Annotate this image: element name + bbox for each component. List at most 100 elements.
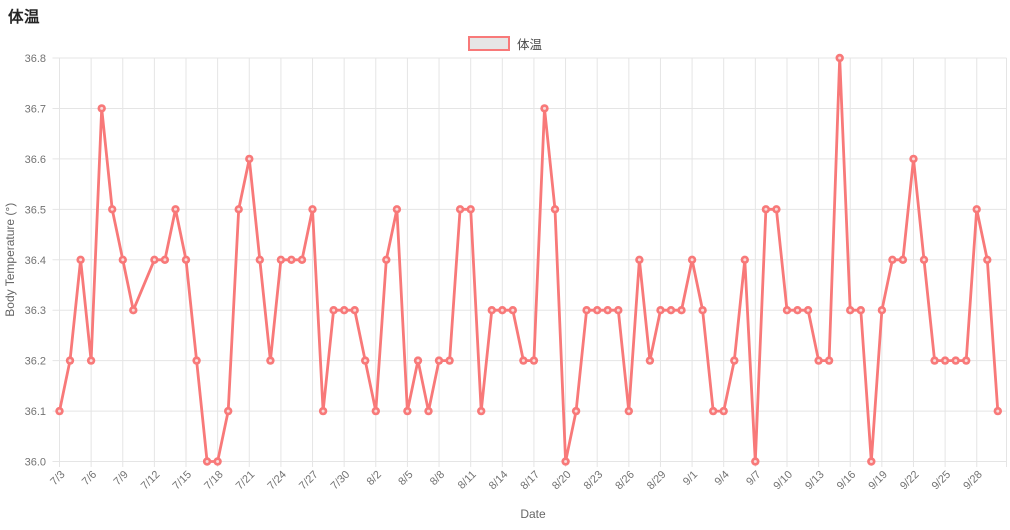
data-point[interactable]: [846, 306, 855, 315]
data-point[interactable]: [350, 306, 359, 315]
data-point[interactable]: [55, 406, 64, 416]
data-point[interactable]: [835, 53, 844, 63]
data-point-center: [479, 409, 483, 413]
data-point[interactable]: [540, 104, 549, 113]
data-point[interactable]: [171, 205, 180, 214]
data-point[interactable]: [192, 356, 201, 365]
data-point[interactable]: [361, 356, 370, 365]
data-point[interactable]: [677, 306, 686, 315]
data-point-center: [79, 258, 83, 262]
data-point[interactable]: [150, 255, 159, 264]
data-point[interactable]: [993, 406, 1002, 416]
data-point[interactable]: [761, 205, 771, 214]
data-point[interactable]: [550, 205, 560, 214]
data-point[interactable]: [202, 457, 212, 466]
data-point[interactable]: [86, 356, 96, 365]
data-point[interactable]: [951, 356, 960, 365]
data-point-center: [58, 409, 61, 413]
data-point[interactable]: [635, 255, 644, 264]
data-point[interactable]: [76, 255, 85, 264]
data-point[interactable]: [519, 356, 528, 365]
data-point[interactable]: [466, 205, 475, 214]
data-point[interactable]: [213, 457, 222, 466]
data-point[interactable]: [424, 406, 433, 416]
data-point[interactable]: [614, 306, 623, 315]
data-point[interactable]: [266, 356, 275, 365]
data-point-center: [838, 56, 842, 60]
data-point[interactable]: [656, 306, 665, 315]
data-point[interactable]: [245, 154, 254, 164]
data-point[interactable]: [709, 406, 718, 416]
data-point[interactable]: [498, 306, 507, 315]
data-point[interactable]: [898, 255, 908, 264]
data-point[interactable]: [561, 457, 570, 466]
data-point[interactable]: [224, 406, 233, 416]
data-point[interactable]: [888, 255, 897, 264]
data-point[interactable]: [340, 306, 349, 315]
data-point[interactable]: [972, 205, 981, 214]
data-point[interactable]: [455, 205, 465, 214]
data-point[interactable]: [371, 406, 380, 416]
data-point[interactable]: [118, 255, 128, 264]
data-point[interactable]: [782, 306, 792, 315]
data-point[interactable]: [392, 205, 402, 214]
data-point[interactable]: [276, 255, 286, 264]
data-point[interactable]: [571, 406, 581, 416]
data-point[interactable]: [730, 356, 739, 365]
data-point[interactable]: [487, 306, 496, 315]
data-point[interactable]: [930, 356, 939, 365]
data-point-center: [564, 460, 568, 463]
data-point[interactable]: [877, 306, 887, 315]
data-point[interactable]: [582, 306, 591, 315]
data-point[interactable]: [867, 457, 876, 466]
data-point[interactable]: [698, 306, 707, 315]
data-point[interactable]: [308, 205, 317, 214]
data-point-center: [152, 258, 156, 262]
data-point[interactable]: [909, 154, 918, 164]
data-point[interactable]: [434, 356, 444, 365]
data-point[interactable]: [940, 356, 950, 365]
data-point[interactable]: [814, 356, 823, 365]
data-point[interactable]: [772, 205, 781, 214]
data-point[interactable]: [751, 457, 760, 466]
data-point[interactable]: [645, 356, 655, 365]
data-point[interactable]: [962, 356, 971, 365]
data-point[interactable]: [234, 205, 243, 214]
y-tick-label: 36.7: [25, 103, 46, 115]
x-tick-label: 7/18: [202, 469, 226, 493]
data-point[interactable]: [318, 406, 328, 416]
data-point[interactable]: [108, 205, 117, 214]
data-point[interactable]: [65, 356, 75, 365]
data-point[interactable]: [181, 255, 191, 264]
data-point[interactable]: [255, 255, 264, 264]
data-point[interactable]: [793, 306, 802, 315]
data-point[interactable]: [624, 406, 633, 416]
data-point[interactable]: [329, 306, 338, 315]
data-point[interactable]: [287, 255, 296, 264]
legend-item[interactable]: 体温: [0, 34, 1010, 53]
data-point[interactable]: [603, 306, 612, 315]
data-point[interactable]: [856, 306, 865, 315]
data-point[interactable]: [297, 255, 307, 264]
data-point[interactable]: [666, 306, 676, 315]
data-point[interactable]: [160, 255, 170, 264]
data-point[interactable]: [824, 356, 834, 365]
data-points: [55, 53, 1002, 466]
data-point[interactable]: [529, 356, 539, 365]
data-point[interactable]: [382, 255, 391, 264]
data-point[interactable]: [477, 406, 486, 416]
data-point[interactable]: [593, 306, 602, 315]
data-point[interactable]: [403, 406, 412, 416]
data-point-center: [806, 308, 810, 312]
data-point[interactable]: [919, 255, 929, 264]
data-point[interactable]: [687, 255, 697, 264]
data-point[interactable]: [740, 255, 749, 264]
data-point[interactable]: [445, 356, 454, 365]
data-point[interactable]: [97, 104, 106, 113]
data-point[interactable]: [803, 306, 813, 315]
data-point[interactable]: [983, 255, 992, 264]
data-point[interactable]: [129, 306, 138, 315]
data-point[interactable]: [508, 306, 517, 315]
data-point[interactable]: [719, 406, 728, 416]
data-point[interactable]: [413, 356, 423, 365]
